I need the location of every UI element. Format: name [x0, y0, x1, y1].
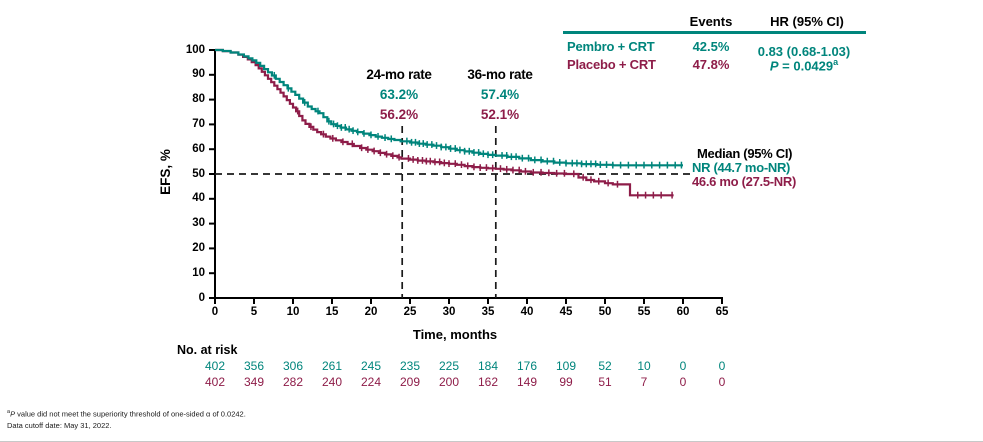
events-value-placebo: 47.8%: [692, 57, 730, 72]
risk-count: 225: [438, 359, 460, 373]
x-axis-title: Time, months: [412, 327, 498, 342]
x-tick-label: 40: [520, 306, 534, 318]
x-tick-label: 60: [676, 306, 690, 318]
footnote-text: value did not meet the superiority thres…: [15, 409, 246, 419]
rate-36mo-placebo: 52.1%: [480, 107, 520, 122]
y-tick-label: 30: [192, 217, 205, 230]
x-tick-label: 10: [286, 306, 300, 318]
risk-count: 99: [559, 375, 573, 389]
risk-count: 245: [360, 359, 382, 373]
p-value: P = 0.0429a: [733, 57, 875, 73]
rate-24mo-block: 24-mo rate 63.2% 56.2%: [350, 65, 448, 125]
risk-count: 349: [243, 375, 265, 389]
risk-count: 261: [321, 359, 343, 373]
risk-count: 240: [321, 375, 343, 389]
events-value-pembro: 42.5%: [692, 39, 730, 54]
p-value-symbol: P: [769, 58, 779, 74]
x-tick-label: 20: [364, 306, 378, 318]
y-tick-label: 40: [192, 192, 205, 205]
risk-count: 224: [360, 375, 382, 389]
rate-36mo-block: 36-mo rate 57.4% 52.1%: [453, 65, 547, 125]
footnote-data-cutoff: Data cutoff date: May 31, 2022.: [7, 421, 112, 430]
y-tick-label: 100: [185, 43, 205, 56]
risk-count: 7: [640, 375, 648, 389]
x-tick-label: 50: [598, 306, 612, 318]
risk-count: 209: [399, 375, 421, 389]
median-pembro: NR (44.7 mo-NR): [692, 160, 791, 175]
p-value-number: = 0.0429: [778, 58, 834, 74]
x-tick-label: 30: [442, 306, 456, 318]
rate-24mo-pembro: 63.2%: [379, 87, 419, 102]
risk-count: 176: [516, 359, 538, 373]
risk-count: 0: [679, 375, 687, 389]
footnote-p-symbol: P: [10, 409, 16, 419]
risk-count: 235: [399, 359, 421, 373]
y-tick-label: 90: [192, 68, 205, 81]
stats-table-rule: [563, 31, 866, 34]
arm-label-placebo: Placebo + CRT: [567, 57, 656, 72]
arm-label-pembro: Pembro + CRT: [567, 39, 655, 54]
footnote-mark: a: [7, 409, 11, 415]
hr-value: 0.83 (0.68-1.03): [757, 44, 851, 59]
median-title: Median (95% CI): [697, 146, 793, 161]
risk-count: 306: [282, 359, 304, 373]
risk-count: 282: [282, 375, 304, 389]
rate-24mo-placebo: 56.2%: [379, 107, 419, 122]
x-tick-label: 35: [481, 306, 495, 318]
risk-count: 52: [598, 359, 612, 373]
stats-header-hr: HR (95% CI): [770, 14, 844, 29]
x-tick-label: 15: [325, 306, 339, 318]
km-curve-pembro: [215, 48, 683, 167]
y-tick-label: 10: [192, 266, 205, 279]
risk-count: 200: [438, 375, 460, 389]
risk-count: 0: [718, 359, 726, 373]
x-tick-label: 65: [715, 306, 729, 318]
risk-count: 0: [679, 359, 687, 373]
x-tick-label: 25: [403, 306, 417, 318]
risk-count: 149: [516, 375, 538, 389]
footnote-superiority: aP value did not meet the superiority th…: [7, 409, 246, 419]
y-tick-label: 60: [192, 142, 205, 155]
y-tick-label: 0: [198, 291, 205, 304]
median-placebo: 46.6 mo (27.5-NR): [692, 174, 796, 189]
x-tick-label: 45: [559, 306, 573, 318]
y-tick-label: 50: [192, 167, 205, 180]
stats-header-events: Events: [689, 14, 733, 29]
y-tick-label: 80: [192, 93, 205, 106]
risk-count: 184: [477, 359, 499, 373]
rate-24mo-title: 24-mo rate: [366, 67, 432, 82]
median-block: Median (95% CI) NR (44.7 mo-NR) 46.6 mo …: [692, 147, 796, 189]
y-tick-label: 20: [192, 241, 205, 254]
rate-36mo-pembro: 57.4%: [480, 87, 520, 102]
risk-count: 10: [637, 359, 651, 373]
risk-table-title: No. at risk: [177, 343, 238, 357]
x-tick-label: 0: [211, 306, 219, 318]
y-tick-label: 70: [192, 117, 205, 130]
risk-count: 402: [204, 375, 226, 389]
risk-count: 0: [718, 375, 726, 389]
risk-count: 162: [477, 375, 499, 389]
rate-36mo-title: 36-mo rate: [467, 67, 533, 82]
y-axis-title: EFS, %: [158, 149, 173, 195]
risk-count: 356: [243, 359, 265, 373]
x-tick-label: 5: [250, 306, 258, 318]
risk-count: 51: [598, 375, 612, 389]
risk-count: 109: [555, 359, 577, 373]
p-value-footnote-mark: a: [833, 57, 839, 67]
x-tick-label: 55: [637, 306, 651, 318]
risk-count: 402: [204, 359, 226, 373]
